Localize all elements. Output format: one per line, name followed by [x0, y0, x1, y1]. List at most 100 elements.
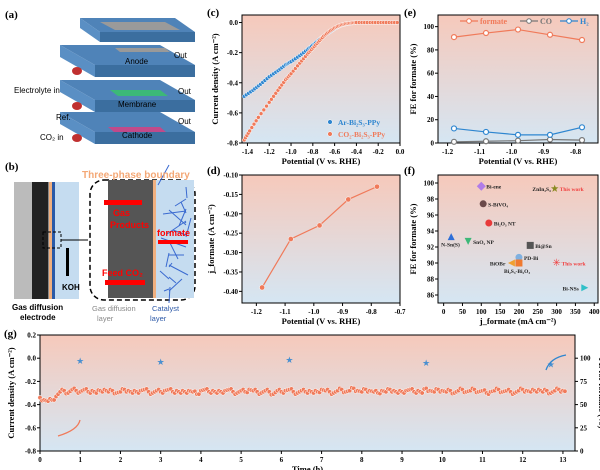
y-tick-label: -0.8 — [227, 140, 239, 148]
cell-plate-front — [60, 80, 95, 112]
fe-star-marker: ★ — [422, 358, 430, 368]
square-marker — [526, 241, 534, 249]
data-point — [450, 125, 458, 132]
data-point — [345, 196, 352, 203]
data-point — [266, 100, 272, 105]
catalyst-fiber — [172, 229, 187, 236]
y2-tick-label: 25 — [580, 424, 588, 432]
panel-label-d: (d) — [207, 165, 221, 177]
label-gde-1: Gas diffusion — [12, 303, 63, 312]
fe-star-marker: ★ — [285, 355, 293, 365]
point-label: Bi-NSs — [563, 286, 579, 292]
label-three-phase: Three-phase boundary — [82, 170, 190, 181]
x-axis-label: Time (h) — [292, 464, 323, 470]
x-tick-label: -1.1 — [474, 148, 486, 156]
x-tick-label: 50 — [459, 308, 467, 316]
square-marker — [515, 259, 523, 267]
y-tick-label: -0.8 — [25, 448, 37, 456]
cell-plate-side — [95, 132, 195, 144]
x-tick-label: 250 — [533, 308, 544, 316]
label-gde-2: electrode — [20, 313, 56, 322]
x-tick-label: -1.2 — [264, 148, 276, 156]
y-tick-label: 80 — [427, 46, 435, 54]
data-point — [247, 128, 252, 134]
data-point — [514, 26, 522, 33]
label-gdl-2: layer — [97, 314, 114, 323]
x-tick-label: -1.4 — [242, 148, 254, 156]
data-point — [514, 137, 522, 144]
y-tick-label: 88 — [427, 276, 435, 284]
circle-marker — [485, 219, 493, 227]
x-tick-label: 8 — [360, 456, 364, 464]
x-tick-label: 400 — [589, 308, 600, 316]
x-tick-label: 10 — [439, 456, 447, 464]
asterisk-marker: ✳ — [552, 258, 560, 269]
y2-tick-label: 100 — [580, 355, 591, 363]
arrow-left-axis-icon — [57, 419, 81, 437]
y2-tick-label: 75 — [580, 378, 588, 386]
plot-area — [437, 174, 599, 304]
cell-plate-side — [95, 100, 195, 112]
y-tick-label: 86 — [427, 292, 435, 300]
x-tick-label: 11 — [479, 456, 486, 464]
label-anode: Anode — [125, 57, 149, 66]
y-tick-label: -0.25 — [223, 230, 238, 238]
x-axis-label: j_formate (mA cm⁻²) — [479, 316, 557, 326]
y-tick-label: 0.0 — [229, 19, 238, 27]
gde-schematic — [14, 164, 196, 304]
panel-label-f: (f) — [404, 165, 415, 177]
y-tick-label: -0.35 — [223, 268, 238, 276]
point-label: Bi₂S₃-Bi₂O₃ — [504, 269, 531, 275]
panel-label-e: (e) — [404, 7, 417, 19]
cell-schematic — [60, 18, 195, 144]
catalyst-fiber — [168, 278, 183, 292]
y-tick-label: 90 — [427, 260, 435, 268]
label-co2-in: CO₂ in — [40, 133, 64, 142]
x-tick-label: 350 — [570, 308, 581, 316]
x-tick-label: 1 — [78, 456, 82, 464]
x-axis-label: Potential (V vs. RHE) — [479, 156, 558, 166]
x-tick-label: 100 — [476, 308, 487, 316]
catalyst-fiber — [180, 201, 187, 214]
catalyst-fiber — [168, 276, 177, 284]
legend-marker — [566, 18, 572, 24]
x-axis-label: Potential (V vs. RHE) — [282, 156, 361, 166]
point-label: This work — [560, 187, 585, 193]
y-tick-label: 100 — [424, 23, 435, 31]
label-koh: KOH — [62, 283, 80, 292]
point-label: N-Sn(S) — [441, 242, 460, 249]
catalyst-fiber — [159, 270, 170, 280]
label-electrolyte-in: Electrolyte in — [14, 86, 60, 95]
catalyst-fiber — [166, 220, 187, 235]
y-tick-label: -0.4 — [227, 79, 239, 87]
legend-label: CO₂-Bi₂S₃-PPy — [338, 130, 385, 139]
y2-tick-label: 50 — [580, 401, 588, 409]
x-tick-label: 12 — [519, 456, 527, 464]
y-tick-label: -0.20 — [223, 210, 238, 218]
label-out-3: Out — [178, 117, 192, 126]
x-tick-label: -1.2 — [251, 308, 263, 316]
diamond-marker — [476, 181, 486, 191]
data-point — [546, 31, 554, 38]
legend-marker — [526, 18, 532, 24]
y-axis-label: j_formate (A cm⁻²) — [206, 204, 216, 275]
x-tick-label: 6 — [280, 456, 284, 464]
panel-label-a: (a) — [5, 9, 18, 21]
catalyst-fiber — [168, 264, 189, 276]
cell-plate-front — [60, 45, 95, 77]
plot-area — [437, 14, 599, 144]
data-point — [482, 128, 490, 136]
legend-marker — [327, 131, 333, 137]
label-gas: Gas — [113, 208, 130, 218]
arrow-right-axis-icon — [545, 354, 567, 371]
cell-plate — [60, 112, 195, 132]
catalyst-fiber — [174, 198, 187, 207]
y-tick-label: 100 — [424, 180, 435, 188]
y-tick-label: -0.15 — [223, 191, 238, 199]
x-axis-label: Potential (V vs. RHE) — [282, 316, 361, 326]
data-point — [256, 115, 261, 120]
x-tick-label: 2 — [119, 456, 123, 464]
y2-tick-label: 0 — [580, 448, 584, 456]
